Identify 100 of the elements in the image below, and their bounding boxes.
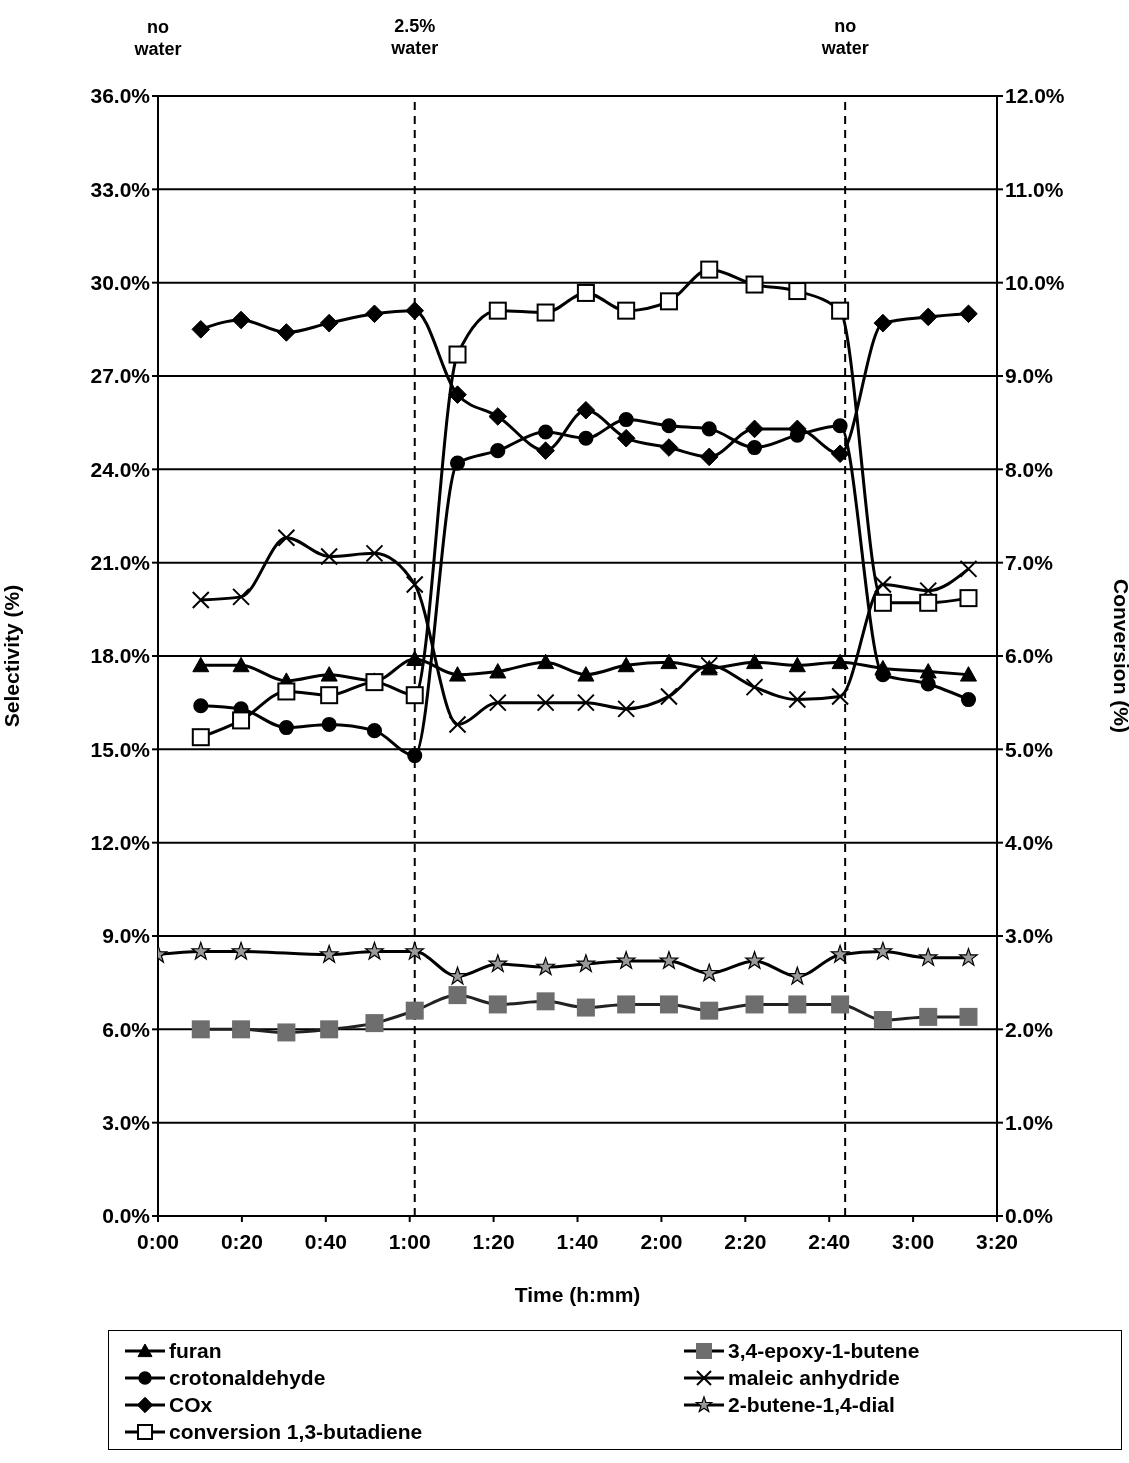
point [488,995,507,1014]
point [232,711,251,730]
point [746,440,763,456]
y2-tick-label: 12.0% [1005,84,1065,108]
point [405,941,425,960]
point [616,951,636,969]
point [959,559,978,578]
y2-tick-label: 8.0% [1005,457,1054,481]
point [699,963,719,982]
x-tick-label: 3:20 [975,1229,1019,1253]
point [536,957,555,976]
legend-label: furan [169,1338,222,1364]
point [745,275,764,294]
point [277,323,296,342]
point [617,656,635,673]
y2-tick-label: 0.0% [1005,1204,1054,1228]
point [319,313,339,333]
y-tick-label: 33.0% [90,177,151,201]
point [788,995,807,1014]
point [616,428,636,448]
y-tick-label: 36.0% [90,84,151,108]
point [659,687,678,706]
y-tick-label: 30.0% [90,271,151,295]
y-tick-label: 24.0% [90,457,151,481]
point [788,690,807,709]
point [448,345,467,364]
x-tick-label: 2:40 [808,1229,851,1253]
point [320,1020,339,1039]
legend-label: maleic anhydride [728,1365,900,1391]
point [231,941,251,960]
point [191,591,210,609]
point [617,995,636,1014]
point [536,693,555,712]
point [319,944,339,963]
point [660,653,678,670]
point [320,666,338,682]
point [320,547,339,566]
point [659,292,678,311]
point [365,941,384,960]
x-tick-label: 2:20 [724,1229,767,1253]
point [873,1011,892,1029]
point [277,682,296,701]
point [365,1014,384,1033]
point [365,304,384,324]
point [576,693,595,712]
y2-tick-label: 2.0% [1005,1017,1054,1041]
point [406,650,424,667]
point [488,301,507,320]
point [576,998,595,1017]
point [320,686,339,705]
point [873,575,892,594]
point [405,301,425,320]
legend-label: crotonaldehyde [169,1365,326,1391]
point [959,666,977,682]
point [875,667,891,683]
point [699,447,719,467]
point [701,421,717,437]
y-tick-label: 18.0% [90,644,151,668]
y-tick-label: 9.0% [102,924,151,948]
point [488,407,508,426]
point [366,723,383,739]
point [830,444,850,464]
y-axis-title: Selectivity (%) [0,584,24,728]
point [659,438,679,457]
x-tick-label: 0:20 [220,1229,263,1253]
point [448,385,467,404]
x-tick-label: 2:00 [640,1229,683,1253]
point [831,301,850,320]
point [576,400,596,420]
y-tick-label: 21.0% [90,551,151,575]
point [232,1020,251,1039]
y2-tick-label: 10.0% [1005,271,1065,295]
point [321,716,337,732]
legend-label: 3,4-epoxy-1-butene [728,1338,920,1364]
y-tick-label: 6.0% [102,1017,151,1041]
point [745,995,764,1014]
point [831,687,850,706]
y-tick-label: 12.0% [90,831,151,855]
y-tick-label: 3.0% [102,1111,151,1135]
point [617,699,636,718]
point [191,1020,210,1039]
point [191,728,210,747]
point [746,653,764,670]
point [659,951,679,969]
point [700,260,719,279]
point [873,593,892,612]
point [918,947,938,966]
legend-label: COx [169,1392,213,1418]
y2-axis-title: Conversion (%) [1109,578,1129,734]
point [191,941,211,960]
point [232,656,250,673]
point [193,698,209,714]
point [959,589,978,608]
point [831,995,850,1014]
ref-line-label: no water [820,16,869,58]
point [873,941,893,960]
point [617,301,636,320]
y2-tick-label: 4.0% [1005,831,1054,855]
point [488,954,508,973]
point [488,693,507,712]
